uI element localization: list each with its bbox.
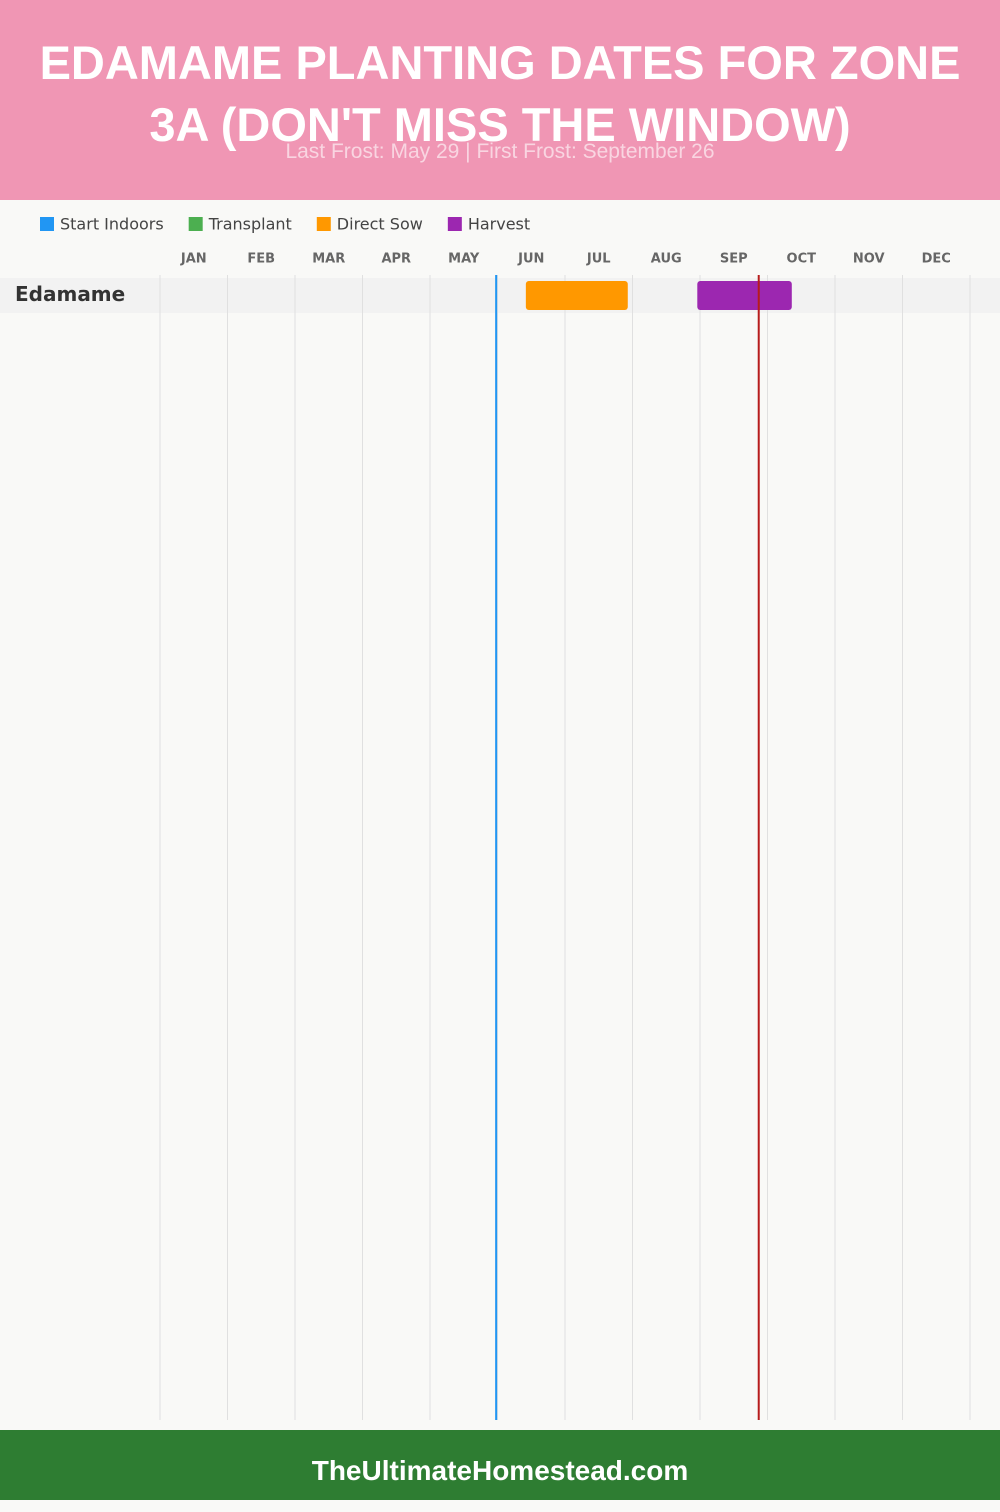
chart: Start Indoors Transplant Direct Sow Harvest… [0, 215, 1000, 1420]
month-label: JAN [180, 252, 207, 267]
month-label: NOV [853, 252, 885, 267]
month-label: OCT [787, 252, 817, 267]
month-label: MAY [448, 252, 480, 267]
legend-swatch [447, 217, 462, 231]
month-label: APR [381, 252, 411, 267]
chart-title: EDAMAME PLANTING DATES FOR ZONE 3A (DON'… [39, 36, 961, 151]
bar [525, 281, 628, 310]
footer: TheUltimateHomestead.com [0, 1430, 1000, 1500]
row-background [0, 278, 1000, 313]
bar [697, 281, 792, 310]
month-label: JUL [586, 252, 611, 267]
legend-swatch [40, 217, 54, 231]
month-label: MAR [312, 252, 345, 267]
month-label: FEB [247, 252, 275, 267]
month-label: AUG [651, 252, 682, 267]
month-label: SEP [720, 252, 748, 267]
legend-label: Start Indoors [60, 215, 164, 234]
legend-swatch [188, 217, 203, 231]
subtitle: Last Frost: May 29 | First Frost: Septem… [285, 140, 715, 163]
header [0, 0, 1000, 200]
legend-label: Transplant [208, 215, 292, 234]
month-label: JUN [517, 252, 544, 267]
legend-swatch [316, 217, 331, 231]
row-label: Edamame [15, 282, 125, 306]
legend-label: Direct Sow [337, 215, 423, 234]
legend-label: Harvest [468, 215, 530, 234]
month-label: DEC [922, 252, 951, 267]
